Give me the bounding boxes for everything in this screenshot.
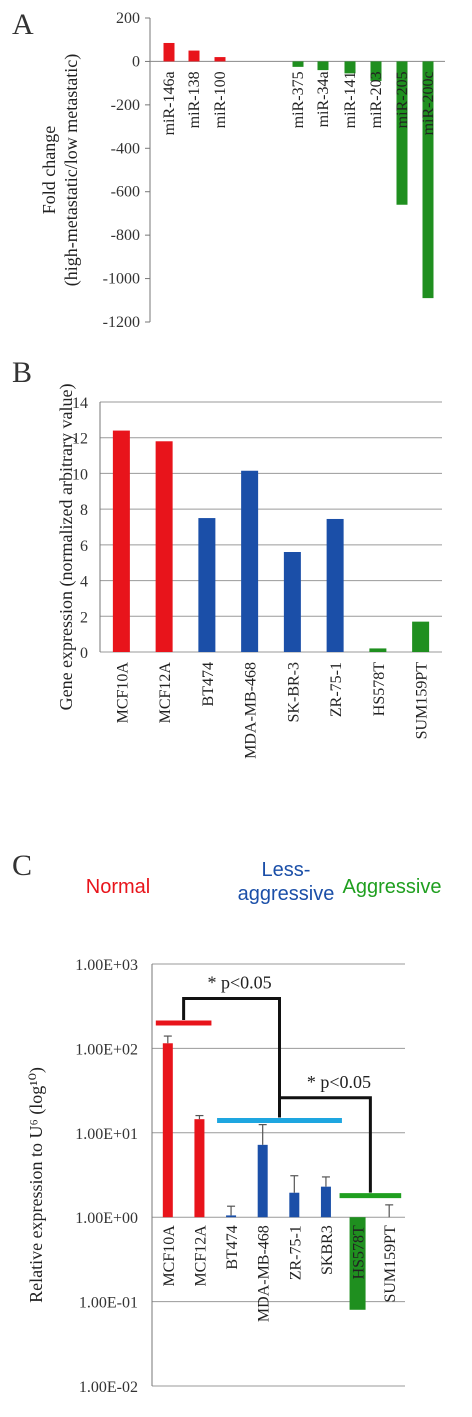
y-axis-label: Relative expression to U⁶ (log¹⁰) [26,1067,47,1303]
y-tick-label: 0 [132,53,140,70]
bar [194,1119,205,1218]
y-axis-label: (high-metastatic/low metastatic) [61,54,82,286]
y-tick-label: 1.00E-01 [79,1295,138,1312]
category-label: miR-34a [315,71,332,127]
y-tick-label: -200 [111,97,140,114]
category-label: HS578T [351,1225,368,1279]
category-label: miR-203 [368,71,385,128]
category-label: miR-141 [342,71,359,128]
significance-label: * p<0.05 [207,973,271,993]
panel-a-chart: 200 0 -200 -400 -600 -800 -1000 -1200 miR-146a mi… [39,10,445,331]
category-label: BT474 [224,1225,241,1269]
group-label: aggressive [238,883,335,905]
category-label: SKBR3 [319,1225,336,1275]
category-label: SUM159PT [414,662,431,740]
bar [317,61,329,71]
category-label: miR-205 [394,71,411,128]
category-label: miR-375 [290,71,307,128]
significance-bracket [182,997,281,1118]
bar [214,57,226,62]
bar [226,1215,237,1218]
y-tick-label: -1200 [103,314,140,331]
bar [370,61,382,81]
y-tick-label: 8 [80,502,88,519]
y-tick-label: -1000 [103,271,140,288]
category-label: HS578T [371,662,388,716]
category-label: MCF10A [161,1225,178,1287]
y-tick-label: 10 [72,466,88,483]
y-tick-label: 200 [116,10,140,27]
bar [162,1043,173,1218]
panel-letter-c: C [12,849,32,882]
category-label: miR-100 [212,71,229,128]
panel-letter-a: A [12,8,34,41]
category-label: ZR-75-1 [287,1225,304,1280]
bar [188,50,200,62]
category-label: SUM159PT [382,1225,399,1303]
bar [112,430,130,652]
y-tick-label: 14 [72,395,88,412]
panel-letter-b: B [12,356,32,389]
category-label: miR-200c [420,71,437,135]
bar [326,518,344,652]
bar [422,61,434,299]
bar [241,470,259,652]
category-label: MCF12A [157,662,174,724]
bar [412,621,430,652]
y-axis-label: Gene expression (normalized arbitrary va… [56,384,77,711]
bar [155,441,173,652]
y-tick-label: 4 [80,574,88,591]
group-label: Normal [86,876,150,898]
category-label: miR-146a [161,71,178,135]
category-label: BT474 [200,662,217,706]
category-label: miR-138 [186,71,203,128]
bar [257,1144,268,1218]
y-tick-label: 2 [80,609,88,626]
bar [198,518,216,652]
y-tick-label: 12 [72,431,88,448]
category-label: MDA-MB-468 [256,1225,273,1322]
bar [289,1192,300,1218]
category-label: ZR-75-1 [328,662,345,717]
y-tick-label: 1.00E+00 [75,1210,138,1227]
category-label: MCF10A [114,662,131,724]
y-tick-label: -800 [111,227,140,244]
bar [349,1217,366,1310]
panel-b-chart: 0 2 4 6 8 10 12 14 MCF10A MCF12A BT474 MDA-MB-468 SK… [56,384,442,759]
y-tick-label: 1.00E-02 [79,1379,138,1396]
y-tick-label: 6 [80,538,88,555]
group-label: Less- [262,859,311,881]
group-label: Aggressive [343,876,442,898]
category-label: SK-BR-3 [285,662,302,722]
significance-label: * p<0.05 [307,1072,371,1092]
bar [320,1186,331,1218]
y-tick-label: 1.00E+03 [75,957,138,974]
y-tick-label: -600 [111,184,140,201]
bar [396,61,408,205]
bar [163,42,175,62]
y-tick-label: 1.00E+01 [75,1126,138,1143]
y-axis-label: Fold change [39,126,59,214]
significance-bracket [279,1096,372,1193]
bar [344,61,356,74]
category-label: MDA-MB-468 [243,662,260,759]
y-tick-label: 1.00E+02 [75,1041,138,1058]
category-label: MCF12A [192,1225,209,1287]
bar [292,61,304,67]
y-tick-label: 0 [80,645,88,662]
bar [369,648,387,652]
y-tick-label: -400 [111,140,140,157]
panel-c-chart: 1.00E+03 1.00E+02 1.00E+01 1.00E+00 1.00E-01… [26,859,441,1396]
bar [283,552,301,652]
